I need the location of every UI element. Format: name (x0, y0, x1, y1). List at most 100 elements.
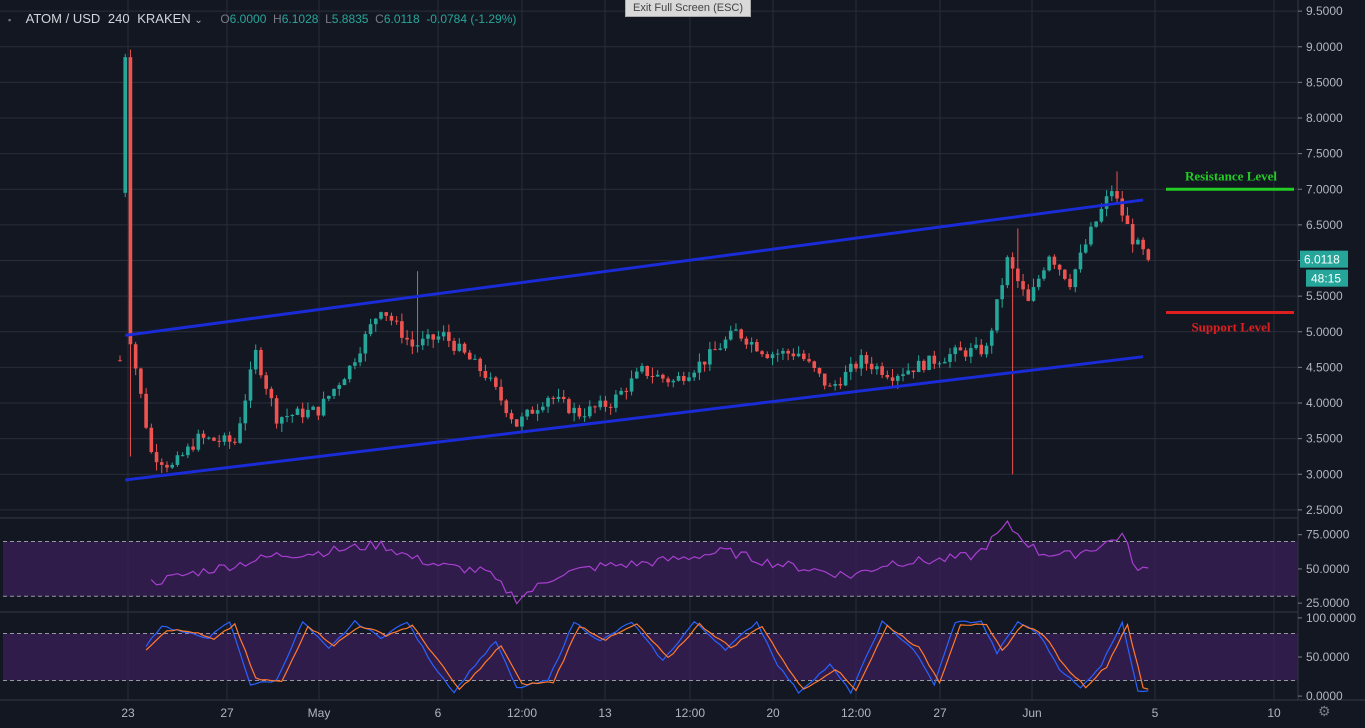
candle-body (661, 374, 665, 379)
countdown-label: 48:15 (1311, 272, 1341, 286)
candle-body (201, 433, 206, 438)
candle-body (264, 375, 268, 389)
gear-icon[interactable]: ⚙ (1318, 703, 1331, 719)
candle-body (922, 360, 926, 370)
candle-body (175, 455, 180, 465)
candle-body (916, 360, 921, 373)
candle-body (561, 396, 566, 400)
candle-body (1031, 287, 1036, 301)
candle-body (332, 388, 336, 396)
candle-body (358, 353, 362, 363)
candle-body (802, 353, 806, 360)
candle-body (1057, 264, 1062, 270)
candle-body (467, 352, 472, 360)
stoch-k-line (145, 619, 1149, 695)
candle-body (285, 416, 289, 418)
candle-body (248, 369, 253, 401)
interval-label[interactable]: 240 (107, 11, 130, 26)
candle-body (728, 330, 733, 340)
candle-body (447, 332, 451, 341)
candle-body (687, 377, 691, 381)
candle-body (165, 464, 169, 468)
candle-body (415, 345, 420, 347)
last-price-badge (1300, 250, 1348, 268)
y-tick-label: 7.0000 (1306, 182, 1343, 196)
candle-body (702, 361, 707, 365)
candle-body (1052, 256, 1057, 265)
candle-body (681, 375, 686, 381)
candle-body (713, 349, 717, 351)
chevron-down-icon[interactable]: ⌄ (194, 15, 203, 26)
candle-body (488, 377, 493, 379)
candle-body (828, 385, 832, 387)
candle-body (133, 344, 138, 369)
candle-body (885, 374, 890, 378)
candle-body (1146, 249, 1151, 260)
exchange-label[interactable]: KRAKEN (137, 11, 191, 26)
candle-body (159, 462, 164, 465)
candle-body (1005, 257, 1010, 286)
collapse-icon[interactable]: ▪ (8, 15, 12, 25)
candle-body (906, 370, 911, 375)
candle-body (1141, 239, 1145, 250)
candle-body (598, 400, 603, 408)
candle-body (577, 407, 582, 417)
candle-body (144, 393, 148, 428)
candle-body (551, 397, 556, 399)
candle-body (431, 334, 435, 340)
candle-body (619, 390, 623, 395)
candle-body (770, 354, 775, 359)
candle-body (1063, 269, 1067, 279)
x-tick-label: 12:00 (841, 706, 871, 720)
candle-body (483, 371, 488, 378)
candle-body (1089, 226, 1093, 245)
candle-body (1136, 239, 1140, 245)
candle-body (222, 435, 227, 442)
candle-body (379, 312, 383, 319)
x-tick-label: 27 (220, 706, 234, 720)
candle-body (593, 406, 597, 408)
y-tick-label: 8.0000 (1306, 111, 1343, 125)
candle-body (948, 354, 952, 362)
low-value: 5.8835 (331, 12, 369, 26)
candle-body (1068, 278, 1072, 288)
x-tick-label: 13 (598, 706, 612, 720)
candle-body (775, 353, 780, 355)
candle-body (629, 378, 634, 392)
candle-body (1000, 285, 1004, 300)
y-tick-label: 50.0000 (1306, 650, 1350, 664)
candle-body (927, 355, 931, 370)
candle-body (588, 406, 592, 417)
candle-body (937, 363, 942, 365)
candle-body (843, 371, 848, 386)
candle-body (807, 359, 811, 362)
candle-body (384, 312, 389, 316)
candle-body (608, 406, 613, 408)
x-tick-label: 23 (121, 706, 135, 720)
candle-body (984, 345, 989, 355)
high-value: 6.1028 (281, 12, 319, 26)
candle-body (212, 437, 216, 441)
candle-body (1110, 191, 1114, 197)
candle-body (603, 400, 608, 407)
y-tick-label: 4.5000 (1306, 360, 1343, 374)
candle-body (822, 373, 827, 386)
candle-body (400, 321, 404, 338)
symbol-label[interactable]: ATOM / USD (25, 11, 101, 26)
candle-body (765, 354, 770, 359)
candle-body (1036, 278, 1041, 288)
exit-fullscreen-button[interactable]: Exit Full Screen (ESC) (625, 0, 751, 17)
y-tick-label: 50.0000 (1306, 562, 1350, 576)
y-tick-label: 25.0000 (1306, 596, 1350, 610)
candle-body (170, 464, 174, 468)
candle-body (1115, 191, 1119, 199)
candle-body (849, 363, 853, 372)
candle-body (274, 398, 279, 424)
candle-body (1016, 268, 1020, 282)
candle-body (149, 427, 154, 453)
candle-body (817, 368, 822, 374)
candle-body (958, 347, 963, 351)
candle-body (942, 361, 947, 364)
candle-body (791, 353, 796, 357)
